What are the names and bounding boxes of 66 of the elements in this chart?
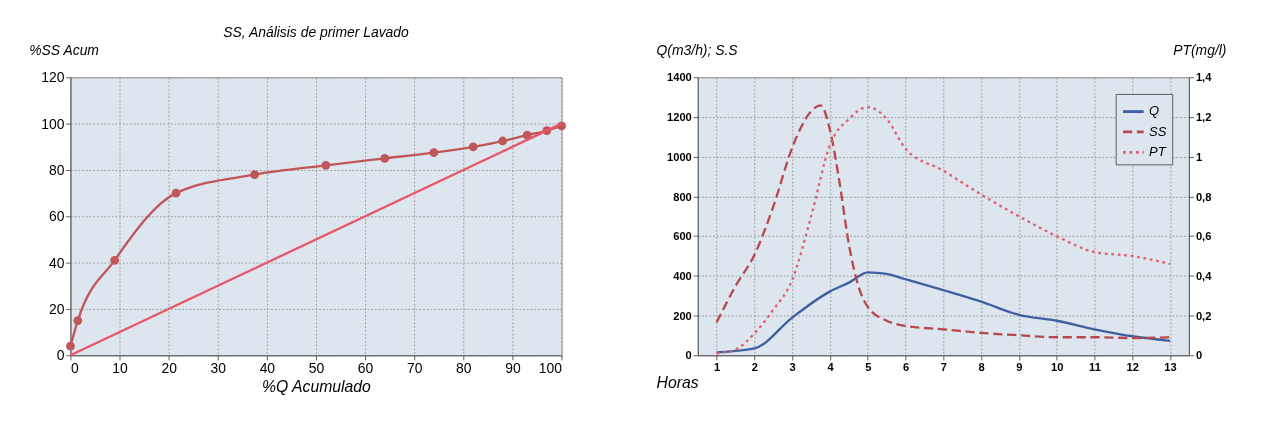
x-tick-label: 7	[940, 360, 947, 373]
x-tick-label: 60	[357, 360, 374, 377]
legend-label: Q	[1149, 103, 1160, 119]
x-tick-label: 90	[505, 360, 521, 377]
x-axis-title: %Q Acumulado	[262, 377, 372, 395]
legend-label: PT	[1149, 144, 1167, 160]
x-tick-label: 50	[308, 360, 325, 377]
x-tick-label: 20	[161, 360, 178, 377]
x-tick-label: 2	[751, 360, 759, 373]
y2-tick-label: 0,8	[1195, 190, 1212, 203]
point	[321, 160, 331, 170]
y2-tick-label: 0,6	[1195, 230, 1212, 243]
x-tick-label: 10	[1050, 360, 1064, 373]
y-tick-label: 600	[673, 230, 692, 243]
y2-tick-label: 1,2	[1195, 111, 1212, 124]
x-axis-title: Horas	[656, 374, 699, 392]
x-tick-label: 1	[714, 360, 721, 373]
x-tick-label: 5	[865, 360, 872, 373]
point	[250, 170, 259, 179]
point	[498, 136, 508, 146]
point	[380, 154, 390, 163]
x-tick-label: 80	[456, 360, 472, 377]
y-tick-label: 20	[48, 301, 65, 318]
x-tick-label: 6	[902, 360, 910, 373]
y2-tick-label: 0,4	[1195, 270, 1213, 283]
x-tick-label: 100	[538, 360, 563, 377]
y-tick-label: 120	[41, 69, 65, 86]
y-tick-label: 100	[41, 115, 65, 132]
y-tick-label: 40	[48, 254, 65, 271]
y-tick-label: 1400	[667, 71, 692, 84]
x-tick-label: 3	[789, 360, 796, 373]
y-tick-label: 0	[685, 349, 692, 362]
y-tick-label: 400	[673, 270, 692, 283]
y-tick-label: 1200	[667, 111, 692, 124]
y-tick-label: 60	[48, 208, 65, 225]
y-axis-title: %SS Acum	[29, 41, 99, 58]
y-tick-label: 800	[673, 190, 692, 203]
y-axis-title: Q(m3/h); S.S	[656, 41, 739, 58]
point	[66, 341, 75, 351]
legend-label: SS	[1149, 123, 1167, 139]
y-tick-label: 1000	[667, 150, 692, 163]
x-tick-label: 0	[70, 360, 79, 377]
x-tick-label: 8	[978, 360, 985, 373]
y2-tick-label: 0,2	[1195, 309, 1212, 322]
point	[110, 255, 120, 265]
x-tick-label: 11	[1089, 360, 1101, 373]
x-tick-label: 4	[827, 360, 835, 373]
line-series	[715, 271, 1172, 354]
x-tick-label: 40	[259, 360, 276, 377]
x-tick-label: 10	[112, 360, 128, 377]
point	[171, 188, 181, 198]
x-tick-label: 13	[1164, 360, 1177, 373]
y-tick-label: 200	[673, 309, 692, 322]
point	[429, 148, 439, 157]
y2-tick-label: 0	[1195, 349, 1203, 362]
point	[73, 316, 83, 325]
y2-axis-title: PT(mg/l)	[1173, 41, 1227, 58]
y-tick-label: 80	[48, 162, 65, 179]
y2-tick-label: 1,4	[1195, 71, 1213, 84]
point	[468, 142, 478, 152]
x-tick-label: 70	[406, 360, 423, 377]
x-tick-label: 12	[1126, 360, 1139, 373]
x-tick-label: 9	[1016, 360, 1023, 373]
x-tick-label: 30	[210, 360, 227, 377]
y2-tick-label: 1	[1195, 150, 1203, 163]
chart-title: SS, Análisis de primer Lavado	[223, 23, 410, 40]
